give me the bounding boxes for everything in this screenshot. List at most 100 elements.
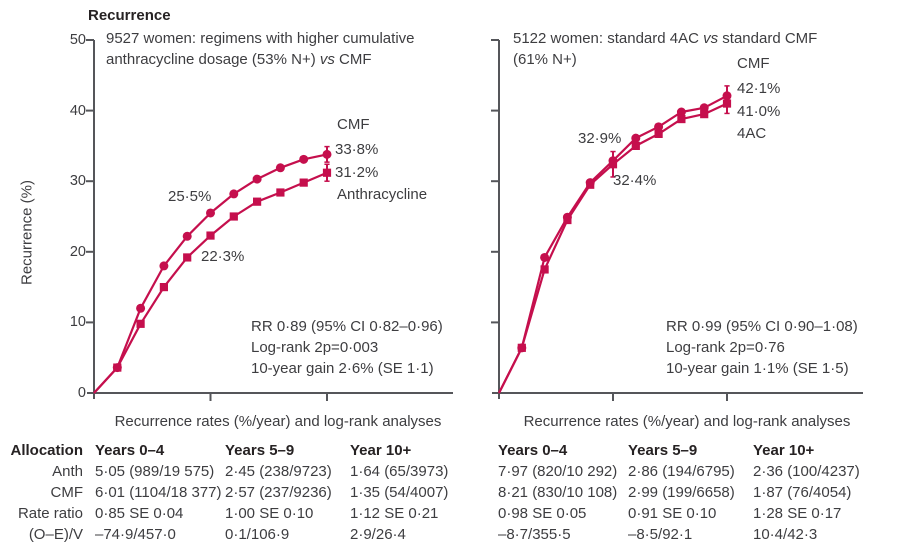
table-cell: 0·1/106·9 bbox=[225, 526, 290, 543]
4ac-marker bbox=[540, 265, 549, 274]
table-row-rate-ratio: Rate ratio 0·85 SE 0·04 1·00 SE 0·10 1·1… bbox=[0, 503, 901, 524]
left-cmf-final-label: 33·8% bbox=[335, 141, 379, 158]
right-4ac-5yr-label: 32·4% bbox=[613, 172, 657, 189]
right-4ac-final-label: 41·0% bbox=[737, 103, 781, 120]
left-header-vs: vs bbox=[319, 51, 335, 68]
cmf-marker bbox=[699, 103, 709, 113]
table-row-anth: Anth 5·05 (989/19 575) 2·45 (238/9723) 1… bbox=[0, 461, 901, 482]
4ac-marker bbox=[608, 160, 618, 169]
left-legend-cmf: CMF bbox=[337, 116, 370, 133]
table-cell: 1·28 SE 0·17 bbox=[753, 505, 842, 522]
left-col-header-years04: Years 0–4 bbox=[95, 442, 165, 459]
table-cell: –8·5/92·1 bbox=[628, 526, 693, 543]
cmf-marker bbox=[322, 149, 332, 159]
left-panel-header-line2: anthracycline dosage (53% N+) vs CMF bbox=[106, 49, 372, 70]
table-cell: 1·87 (76/4054) bbox=[753, 484, 852, 501]
left-col-header-year10: Year 10+ bbox=[350, 442, 412, 459]
table-cell: 7·97 (820/10 292) bbox=[498, 463, 618, 480]
left-legend-anthracycline: Anthracycline bbox=[337, 186, 428, 203]
right-col-header-years59: Years 5–9 bbox=[628, 442, 698, 459]
table-cell: 2·57 (237/9236) bbox=[225, 484, 332, 501]
figure-title: Recurrence bbox=[88, 7, 171, 24]
anthracycline-marker bbox=[206, 231, 215, 240]
4ac-marker bbox=[517, 343, 526, 352]
right-col-header-years04: Years 0–4 bbox=[498, 442, 568, 459]
cmf-marker bbox=[229, 189, 239, 199]
table-cell: 1·64 (65/3973) bbox=[350, 463, 449, 480]
table-header-row: Allocation Years 0–4 Years 5–9 Year 10+ … bbox=[0, 440, 901, 461]
anthracycline-marker bbox=[113, 363, 122, 372]
right-stat-rr: RR 0·99 (95% CI 0·90–1·08) bbox=[666, 318, 858, 335]
y-tick-label-0: 0 bbox=[77, 385, 86, 401]
table-row-oev: (O–E)/V –74·9/457·0 0·1/106·9 2·9/26·4 –… bbox=[0, 524, 901, 545]
y-axis-label: Recurrence (%) bbox=[18, 179, 36, 286]
table-cell: 8·21 (830/10 108) bbox=[498, 484, 618, 501]
left-stat-rr: RR 0·89 (95% CI 0·82–0·96) bbox=[251, 318, 443, 335]
table-cell: 0·98 SE 0·05 bbox=[498, 505, 587, 522]
table-cell: 2·9/26·4 bbox=[350, 526, 406, 543]
y-tick-label-40: 40 bbox=[69, 103, 86, 119]
table-cell: –74·9/457·0 bbox=[95, 526, 176, 543]
cmf-marker bbox=[275, 163, 285, 173]
cmf-marker bbox=[654, 122, 664, 132]
left-panel-axes bbox=[86, 39, 453, 401]
right-col-header-year10: Year 10+ bbox=[753, 442, 815, 459]
cmf-marker bbox=[299, 154, 309, 164]
left-col-header-years59: Years 5–9 bbox=[225, 442, 295, 459]
left-table-title: Recurrence rates (%/year) and log-rank a… bbox=[114, 413, 442, 430]
anthracycline-marker bbox=[276, 188, 285, 197]
right-stat-gain: 10-year gain 1·1% (SE 1·5) bbox=[666, 360, 849, 377]
left-stat-gain: 10-year gain 2·6% (SE 1·1) bbox=[251, 360, 434, 377]
right-panel-axes bbox=[491, 39, 863, 401]
table-cell: 2·86 (194/6795) bbox=[628, 463, 735, 480]
table-cell: 1·35 (54/4007) bbox=[350, 484, 449, 501]
table-cell: 0·85 SE 0·04 bbox=[95, 505, 184, 522]
cmf-marker bbox=[252, 174, 262, 184]
row-label-oev: (O–E)/V bbox=[28, 526, 83, 543]
4ac-marker bbox=[700, 110, 709, 119]
cmf-marker bbox=[159, 261, 169, 271]
right-legend-4ac: 4AC bbox=[737, 125, 767, 142]
table-cell: 0·91 SE 0·10 bbox=[628, 505, 717, 522]
4ac-marker bbox=[654, 129, 663, 138]
right-table-title: Recurrence rates (%/year) and log-rank a… bbox=[523, 413, 851, 430]
anthracycline-marker bbox=[229, 212, 238, 221]
cmf-marker bbox=[182, 231, 192, 241]
row-label-cmf: CMF bbox=[50, 484, 84, 501]
y-tick-label-30: 30 bbox=[69, 173, 86, 189]
right-panel-series bbox=[498, 85, 732, 394]
table-cell: 1·12 SE 0·21 bbox=[350, 505, 439, 522]
right-panel-header-line2: (61% N+) bbox=[513, 51, 577, 68]
cmf-marker bbox=[676, 107, 686, 117]
anthracycline-marker bbox=[299, 178, 308, 187]
table-row-cmf: CMF 6·01 (1104/18 377) 2·57 (237/9236) 1… bbox=[0, 482, 901, 503]
table-cell: 10·4/42·3 bbox=[753, 526, 818, 543]
right-panel-header-line1: 5122 women: standard 4AC vs standard CMF bbox=[513, 28, 817, 49]
table-cell: 2·36 (100/4237) bbox=[753, 463, 860, 480]
cmf-marker bbox=[631, 133, 641, 143]
right-stat-logrank: Log-rank 2p=0·76 bbox=[666, 339, 785, 356]
right-legend-cmf: CMF bbox=[737, 55, 770, 72]
left-panel-series bbox=[93, 145, 332, 394]
table-cell: 2·99 (199/6658) bbox=[628, 484, 735, 501]
4ac-marker bbox=[631, 141, 640, 150]
y-tick-label-20: 20 bbox=[69, 244, 86, 260]
table-cell: 1·00 SE 0·10 bbox=[225, 505, 314, 522]
cmf-marker bbox=[206, 208, 215, 218]
cmf-marker bbox=[136, 303, 146, 313]
left-header-pre: anthracycline dosage (53% N+) bbox=[106, 51, 320, 68]
right-cmf-final-label: 42·1% bbox=[737, 80, 781, 97]
left-stat-logrank: Log-rank 2p=0·003 bbox=[251, 339, 379, 356]
right-header-pre: 5122 women: standard 4AC bbox=[513, 30, 704, 47]
anthracycline-marker bbox=[322, 168, 332, 177]
right-header-vs: vs bbox=[703, 30, 719, 47]
table-cell: 6·01 (1104/18 377) bbox=[95, 484, 222, 501]
4ac-marker bbox=[677, 114, 686, 124]
left-col-header-allocation: Allocation bbox=[10, 442, 83, 459]
anthracycline-marker bbox=[136, 319, 145, 328]
anthracycline-marker bbox=[253, 197, 262, 206]
4ac-marker bbox=[586, 180, 595, 189]
row-label-rate-ratio: Rate ratio bbox=[17, 505, 83, 522]
right-stats-block: RR 0·99 (95% CI 0·90–1·08) Log-rank 2p=0… bbox=[666, 316, 858, 379]
left-anth-5yr-label: 22·3% bbox=[201, 248, 245, 265]
